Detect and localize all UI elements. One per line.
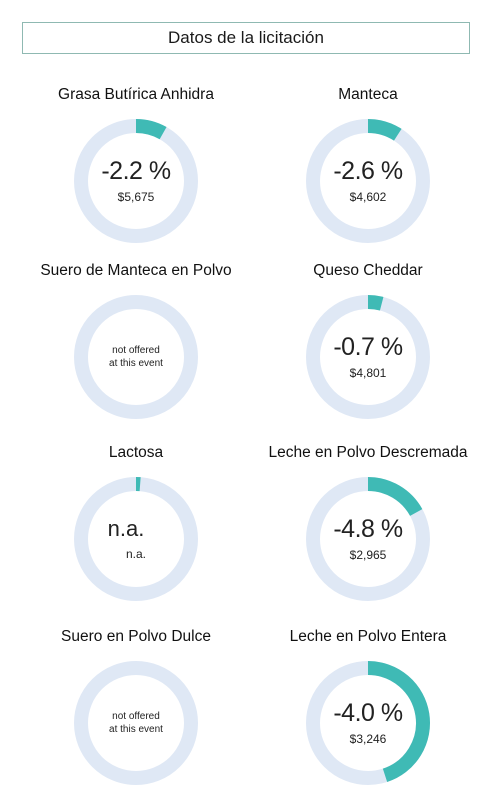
product-name: Suero de Manteca en Polvo: [16, 262, 256, 280]
change-percent: -4.8 %: [333, 516, 402, 544]
donut-chart: -4.8 % $2,965: [303, 474, 433, 604]
card-leche-descremada: Leche en Polvo Descremada -4.8 % $2,965: [248, 444, 480, 624]
page-title: Datos de la licitación: [168, 28, 324, 48]
product-name: Grasa Butírica Anhidra: [16, 86, 256, 104]
card-suero-manteca: Suero de Manteca en Polvo not offered at…: [16, 262, 256, 442]
not-offered-note: not offered at this event: [109, 344, 163, 370]
change-percent: -4.0 %: [333, 700, 402, 728]
price-label: $4,801: [350, 366, 387, 380]
product-name: Leche en Polvo Entera: [248, 628, 480, 646]
card-leche-entera: Leche en Polvo Entera -4.0 % $3,246: [248, 628, 480, 808]
change-percent: -2.2 %: [101, 158, 170, 186]
product-name: Leche en Polvo Descremada: [248, 444, 480, 462]
donut-chart: not offered at this event: [71, 292, 201, 422]
header-title-box: Datos de la licitación: [22, 22, 470, 54]
card-manteca: Manteca -2.6 % $4,602: [248, 86, 480, 266]
not-offered-line2: at this event: [109, 723, 163, 736]
change-percent: -2.6 %: [333, 158, 402, 186]
card-suero-dulce: Suero en Polvo Dulce not offered at this…: [16, 628, 256, 808]
product-name: Lactosa: [16, 444, 256, 462]
price-label: $5,675: [118, 190, 155, 204]
not-offered-line1: not offered: [109, 710, 163, 723]
change-percent: -0.7 %: [333, 334, 402, 362]
price-label: $4,602: [350, 190, 387, 204]
donut-chart: n.a. n.a.: [71, 474, 201, 604]
product-name: Manteca: [248, 86, 480, 104]
card-grasa-butirica: Grasa Butírica Anhidra -2.2 % $5,675: [16, 86, 256, 266]
card-lactosa: Lactosa n.a. n.a.: [16, 444, 256, 624]
donut-chart: -2.2 % $5,675: [71, 116, 201, 246]
not-offered-note: not offered at this event: [109, 710, 163, 736]
not-offered-line2: at this event: [109, 357, 163, 370]
donut-chart: not offered at this event: [71, 658, 201, 788]
product-name: Queso Cheddar: [248, 262, 480, 280]
donut-chart: -2.6 % $4,602: [303, 116, 433, 246]
change-percent: n.a.: [108, 517, 145, 541]
donut-chart: -4.0 % $3,246: [303, 658, 433, 788]
product-name: Suero en Polvo Dulce: [16, 628, 256, 646]
price-label: $3,246: [350, 732, 387, 746]
price-label: n.a.: [126, 547, 146, 561]
price-label: $2,965: [350, 548, 387, 562]
donut-chart: -0.7 % $4,801: [303, 292, 433, 422]
card-queso-cheddar: Queso Cheddar -0.7 % $4,801: [248, 262, 480, 442]
not-offered-line1: not offered: [109, 344, 163, 357]
